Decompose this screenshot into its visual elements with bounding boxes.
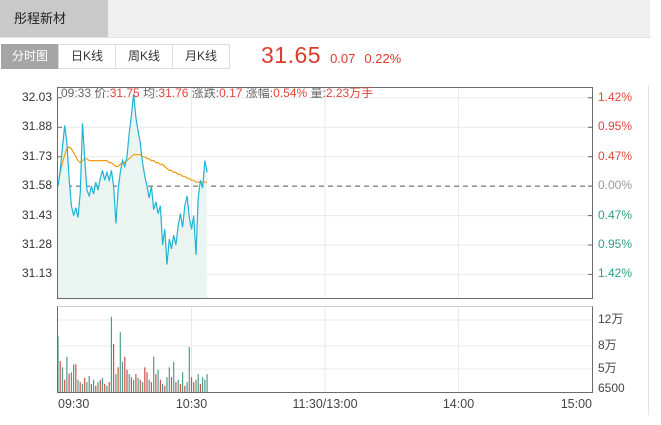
pct-axis-label: 1.42% xyxy=(598,266,633,281)
time-axis-label: 14:00 xyxy=(442,397,475,411)
info-label: 涨幅: xyxy=(242,86,274,100)
quote-area: 31.65 0.07 0.22% xyxy=(261,42,401,69)
tab-weekly-k[interactable]: 周K线 xyxy=(115,44,173,69)
volume-axis-label: 6500 xyxy=(598,381,625,396)
time-axis-label: 11:30/13:00 xyxy=(292,397,358,411)
price-axis-label: 31.73 xyxy=(21,148,52,163)
price-axis-label: 31.13 xyxy=(21,266,52,281)
price-axis-label: 31.88 xyxy=(21,119,52,134)
pct-axis-label: 0.95% xyxy=(598,119,633,134)
info-value: 2.23万手 xyxy=(325,86,374,100)
price-change-pct: 0.22% xyxy=(364,51,402,66)
price-chart-canvas xyxy=(58,88,592,298)
tab-intraday[interactable]: 分时图 xyxy=(1,44,59,69)
volume-axis-label: 8万 xyxy=(598,338,617,352)
price-axis-label: 32.03 xyxy=(21,89,52,104)
info-value: 31.75 xyxy=(109,86,140,100)
time-axis-label: 15:00 xyxy=(560,397,592,411)
info-label: 涨跌: xyxy=(188,86,220,100)
info-label: 价: xyxy=(91,86,110,100)
info-value: 0.54% xyxy=(273,86,308,100)
intraday-info-line: 09:33 价:31.75 均:31.76 涨跌:0.17 涨幅:0.54% 量… xyxy=(61,84,373,101)
tab-daily-k[interactable]: 日K线 xyxy=(58,44,116,69)
price-axis-label: 31.28 xyxy=(21,237,52,251)
volume-chart-canvas xyxy=(58,307,592,392)
price-axis-label: 31.58 xyxy=(21,178,52,193)
stock-name: 彤程新材 xyxy=(14,11,67,26)
time-axis-label: 09:30 xyxy=(58,397,90,411)
volume-chart[interactable] xyxy=(57,306,593,393)
info-time: 09:33 xyxy=(61,86,92,100)
pct-axis-label: 0.95% xyxy=(598,237,633,251)
tab-monthly-k[interactable]: 月K线 xyxy=(172,44,230,69)
time-axis-label: 10:30 xyxy=(175,397,208,411)
price-change: 0.07 xyxy=(330,51,356,66)
last-price: 31.65 xyxy=(261,42,322,68)
intraday-price-chart[interactable] xyxy=(57,87,593,299)
pct-axis-label: 0.47% xyxy=(598,207,633,222)
info-value: 0.17 xyxy=(219,86,243,100)
pct-axis-label: 0.47% xyxy=(598,148,633,163)
chart-tab-bar: 分时图 日K线 周K线 月K线 xyxy=(1,44,230,69)
pct-axis-label: 0.00% xyxy=(598,178,633,193)
info-label: 均: xyxy=(139,86,159,100)
panel-right-border xyxy=(648,85,649,415)
info-value: 31.76 xyxy=(158,86,189,100)
stock-name-tab[interactable]: 彤程新材 xyxy=(0,0,108,37)
info-label: 量: xyxy=(307,86,326,100)
price-axis-label: 31.43 xyxy=(21,207,52,222)
volume-axis-label: 5万 xyxy=(598,360,617,375)
volume-axis-label: 12万 xyxy=(598,312,624,326)
top-bar: 彤程新材 xyxy=(0,0,650,38)
pct-axis-label: 1.42% xyxy=(598,89,633,104)
